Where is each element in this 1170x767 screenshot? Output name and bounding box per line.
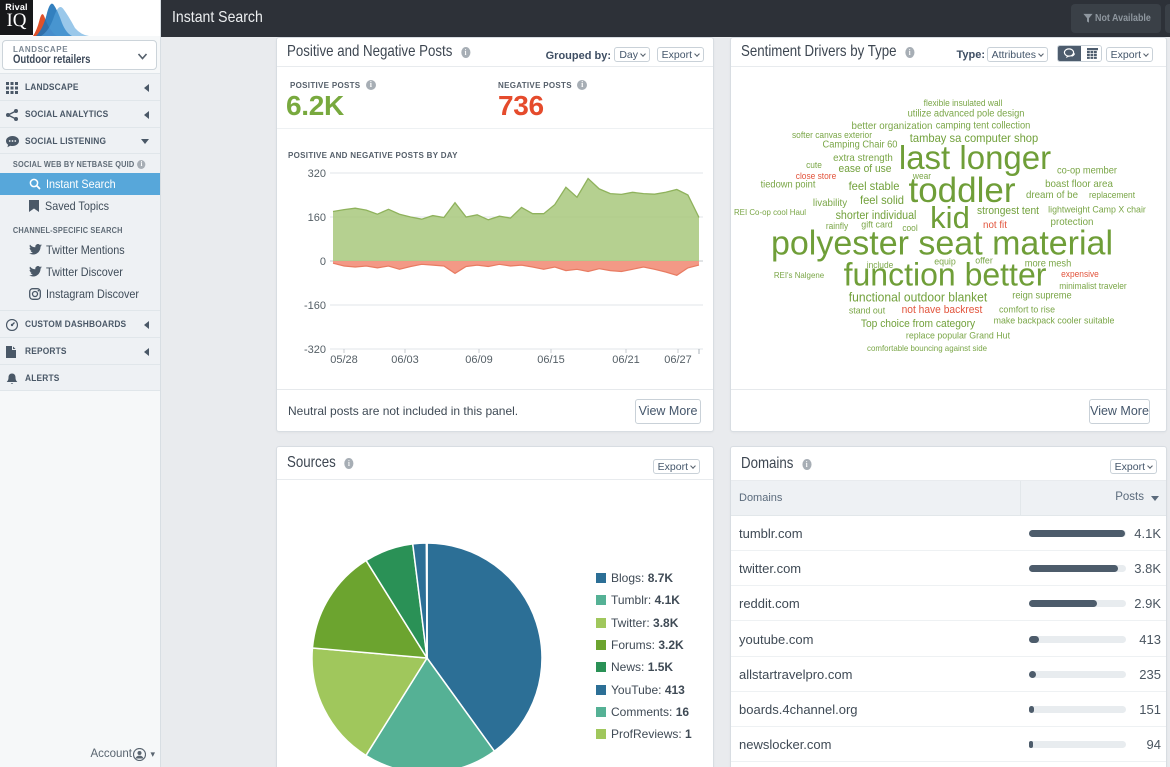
svg-text:06/27: 06/27 xyxy=(664,354,692,366)
svg-text:320: 320 xyxy=(308,168,326,180)
svg-text:06/15: 06/15 xyxy=(537,354,565,366)
svg-text:0: 0 xyxy=(320,256,326,268)
svg-text:06/21: 06/21 xyxy=(612,354,640,366)
svg-text:-320: -320 xyxy=(304,344,326,356)
svg-text:06/03: 06/03 xyxy=(391,354,419,366)
svg-text:05/28: 05/28 xyxy=(330,354,358,366)
svg-text:06/09: 06/09 xyxy=(465,354,493,366)
svg-text:-160: -160 xyxy=(304,300,326,312)
svg-text:160: 160 xyxy=(308,212,326,224)
